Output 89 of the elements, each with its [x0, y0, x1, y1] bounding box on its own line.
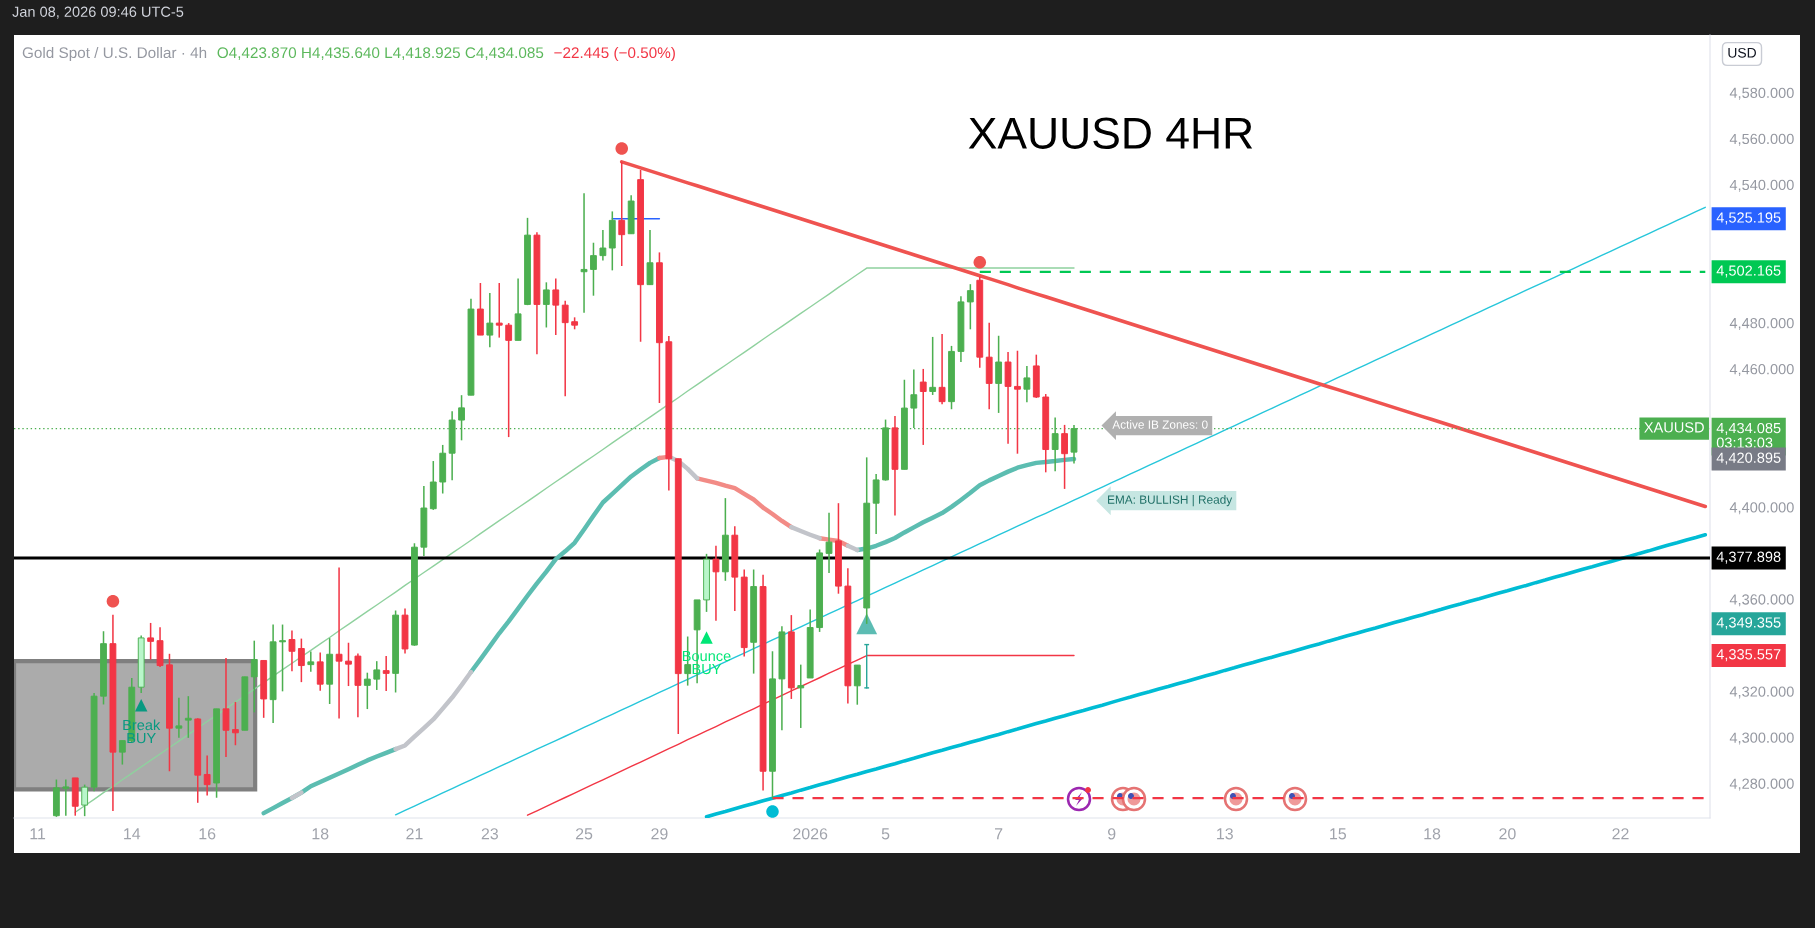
- text: 4,349.355: [1716, 617, 1781, 630]
- candlestick: [203, 754, 211, 797]
- annotation: Active IB Zones: 0: [1112, 420, 1208, 429]
- candlestick: [712, 545, 720, 622]
- line-series: [619, 160, 1708, 509]
- text: Gold Spot / U.S. Dollar · 4h: [22, 46, 207, 62]
- candlestick: [853, 664, 861, 706]
- candlestick: [1023, 365, 1031, 404]
- candlestick: [175, 697, 183, 739]
- candlestick: [250, 639, 258, 714]
- y-tick-label: 4,280.000: [1729, 778, 1794, 791]
- x-tick-label: 16: [199, 828, 216, 840]
- line-series: [394, 206, 1706, 816]
- candlestick: [335, 566, 343, 720]
- candlestick: [1014, 349, 1021, 455]
- candlestick: [382, 655, 390, 692]
- candlestick: [938, 333, 946, 405]
- data-label: 4,502.165: [1716, 265, 1781, 278]
- x-tick-label: 13: [1217, 828, 1233, 840]
- candlestick: [646, 229, 654, 286]
- annotation: −22.445 (−0.50%): [554, 46, 675, 62]
- candlestick: [184, 695, 192, 739]
- candlestick: [599, 229, 607, 262]
- candlestick: [542, 281, 550, 329]
- y-tick-label: 4,480.000: [1729, 317, 1794, 331]
- x-tick-label: 14: [124, 828, 141, 840]
- candlestick: [288, 629, 296, 673]
- candlestick: [81, 783, 89, 817]
- candlestick: [825, 511, 833, 574]
- x-tick-label: 22: [1612, 828, 1629, 840]
- x-tick-label: 7: [995, 828, 1003, 840]
- candlestick: [118, 739, 126, 766]
- annotation: EMA: BULLISH | Ready: [1108, 495, 1233, 507]
- x-tick-label: 23: [481, 828, 498, 840]
- candlestick: [316, 651, 324, 692]
- candlestick: [580, 192, 588, 314]
- candlestick: [552, 277, 560, 336]
- x-tick-label: 20: [1499, 828, 1516, 840]
- candlestick: [618, 161, 626, 267]
- ref-line-label: 4,434.085 03:13:03: [1716, 422, 1781, 448]
- candlestick: [495, 282, 503, 339]
- y-tick-label: 4,580.000: [1729, 87, 1794, 100]
- candlestick: [995, 334, 1003, 414]
- candlestick: [222, 657, 230, 758]
- x-tick-label: 5: [881, 828, 890, 840]
- x-tick-label: 29: [651, 828, 668, 840]
- y-tick-label: 4,320.000: [1729, 686, 1794, 699]
- candlestick: [590, 241, 597, 297]
- candlestick: [62, 778, 70, 817]
- x-tick-label: 15: [1330, 828, 1347, 840]
- x-tick-label: 11: [30, 828, 46, 840]
- y-tick-label: 4,360.000: [1729, 594, 1794, 607]
- y-tick-label: 4,300.000: [1729, 732, 1794, 745]
- candlestick: [505, 322, 513, 438]
- candlestick: [363, 671, 371, 710]
- annotation: XAUUSD: [1644, 422, 1704, 433]
- candlestick: [307, 650, 315, 673]
- candlestick: [966, 283, 974, 331]
- candlestick: [561, 299, 569, 398]
- text: 4,420.895: [1716, 452, 1781, 465]
- x-tick-label: 21: [406, 828, 423, 840]
- x-tick-label: 9: [1108, 828, 1116, 840]
- candlestick: [486, 292, 494, 349]
- x-tick-label: 18: [1424, 828, 1441, 840]
- candlestick: [919, 368, 927, 446]
- y-tick-label: 4,540.000: [1729, 179, 1794, 192]
- text: USD: [1728, 47, 1756, 58]
- text: 4,525.195: [1716, 212, 1781, 225]
- candlestick: [297, 637, 305, 683]
- x-tick-label: 2026: [793, 828, 828, 840]
- x-tick-label: 25: [575, 828, 593, 840]
- candlestick: [279, 623, 286, 693]
- y-tick-label: 4,560.000: [1729, 133, 1794, 146]
- x-tick-label: 18: [312, 828, 329, 840]
- candlestick: [232, 701, 239, 746]
- annotation: O4,423.870 H4,435.640 L4,418.925 C4,434.085: [217, 47, 544, 60]
- y-tick-label: 4,460.000: [1729, 364, 1794, 377]
- candlestick: [1061, 424, 1068, 490]
- text: 4,335.557: [1716, 649, 1781, 662]
- ref-line-label: 4,377.898: [1716, 551, 1781, 564]
- candlestick: [872, 473, 880, 535]
- text: Jan 08, 2026 09:46 UTC-5: [12, 6, 184, 19]
- candlestick: [345, 641, 352, 687]
- candlestick: [147, 622, 155, 661]
- candlestick: [929, 336, 937, 396]
- y-tick-label: 4,400.000: [1729, 502, 1794, 515]
- candlestick: [797, 663, 805, 729]
- text: XAUUSD 4HR: [968, 117, 1253, 149]
- candlestick: [373, 660, 381, 691]
